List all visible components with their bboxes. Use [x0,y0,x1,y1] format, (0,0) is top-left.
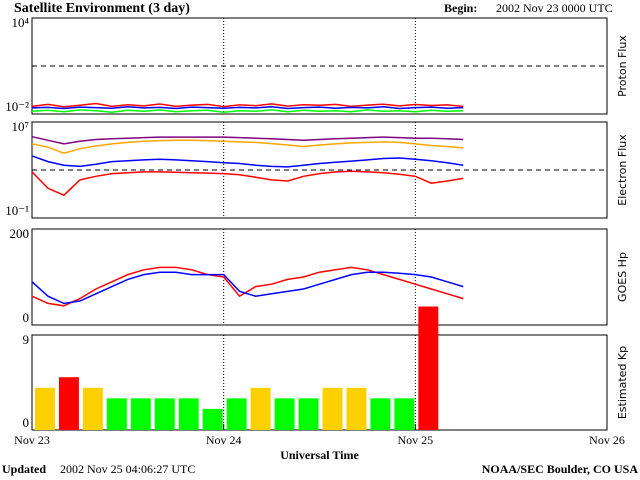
series-line [31,170,464,197]
x-tick-label: Nov 26 [589,433,625,447]
y-tick-label: 10⁻¹ [5,203,29,218]
y-axis-label: Proton Flux [616,35,629,97]
bar [250,387,271,430]
x-tick-label: Nov 23 [14,433,50,447]
bar [154,398,175,430]
series-line [31,266,464,307]
updated-value: 2002 Nov 25 04:06:27 UTC [60,462,195,476]
bar [226,398,247,430]
bar [130,398,151,430]
bar [178,398,199,430]
panel-frame [31,228,608,326]
y-tick-label: 0 [23,310,30,325]
bar [370,398,391,430]
y-tick-label: 0 [23,415,30,430]
y-tick-label: 10⁻² [5,99,29,114]
series-line [31,102,464,108]
y-axis-label: Estimated Kp [616,346,629,419]
series-line [31,109,464,113]
series-line [31,139,464,154]
y-tick-label: 9 [23,332,30,347]
y-tick-label: 10⁴ [11,15,29,30]
series-line [31,155,464,168]
begin-label: Begin: [444,1,477,15]
bar [322,387,343,430]
bar [202,408,223,430]
series-line [31,271,464,305]
panel-frame [31,334,608,431]
y-axis-label: GOES Hp [616,252,629,302]
x-tick-label: Nov 25 [397,433,433,447]
bar [82,387,103,430]
bar [346,387,367,430]
bar [418,306,439,430]
y-axis-label: Electron Flux [616,134,629,206]
x-axis-label: Universal Time [280,448,359,462]
title: Satellite Environment (3 day) [14,1,190,16]
series-line [31,135,464,145]
updated-label: Updated [2,462,46,476]
bar [274,398,295,430]
bar [58,377,79,430]
bar [394,398,415,430]
bar [35,387,55,430]
y-tick-label: 200 [10,226,30,241]
y-tick-label: 10⁷ [11,119,29,134]
series-line [31,106,464,110]
begin-value: 2002 Nov 23 0000 UTC [496,1,613,15]
bar [106,398,127,430]
credit: NOAA/SEC Boulder, CO USA [482,462,639,476]
bar [298,398,319,430]
x-tick-label: Nov 24 [206,433,242,447]
